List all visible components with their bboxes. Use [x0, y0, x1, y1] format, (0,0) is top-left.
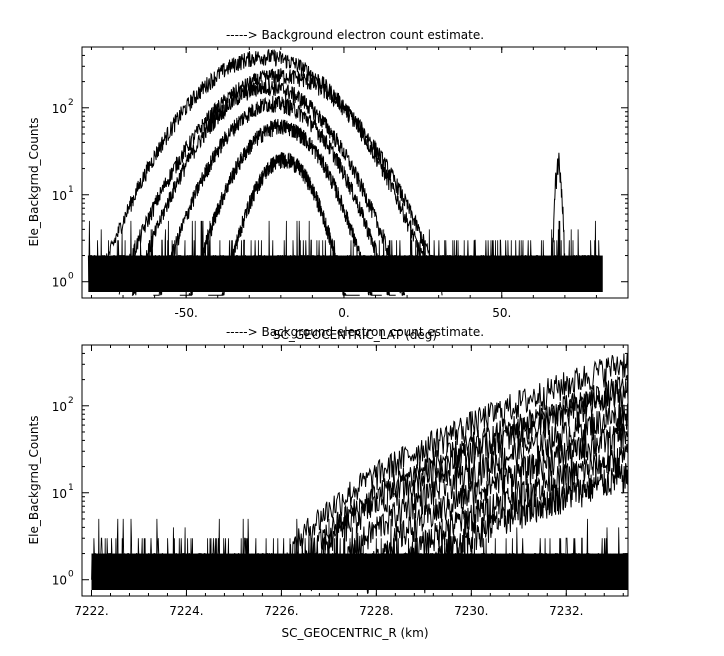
- bottom-plot-frame: [81, 344, 629, 597]
- top-y-tick-exponent: 2: [68, 98, 74, 108]
- top-series-line: [103, 48, 427, 274]
- top-spike: [549, 152, 568, 283]
- top-y-axis-label: Ele_Backgrnd_Counts: [27, 118, 41, 247]
- bottom-series-line: [423, 463, 628, 594]
- bottom-y-axis-label: Ele_Backgrnd_Counts: [27, 416, 41, 545]
- top-y-tick-exponent: 0: [68, 272, 74, 282]
- top-series-line: [153, 95, 396, 296]
- bottom-chart-title: -----> Background electron count estimat…: [226, 325, 484, 339]
- top-data-layer: [87, 48, 603, 296]
- bottom-y-tick-exponent: 0: [68, 570, 74, 580]
- bottom-x-tick-label: 7230.: [454, 604, 488, 618]
- bottom-y-tick-label: 10: [52, 574, 67, 588]
- top-series-line: [131, 80, 406, 296]
- top-y-tick-label: 10: [52, 276, 67, 290]
- bottom-x-tick-label: 7228.: [359, 604, 393, 618]
- top-series-line: [179, 118, 382, 296]
- top-noise-band: [88, 255, 603, 292]
- bottom-data-layer: [91, 353, 628, 594]
- bottom-x-tick-label: 7224.: [169, 604, 203, 618]
- bottom-series-line: [280, 353, 628, 588]
- bottom-series-line: [337, 402, 628, 582]
- top-plot-frame: [81, 46, 629, 299]
- top-chart-title: -----> Background electron count estimat…: [226, 28, 484, 42]
- top-y-tick-exponent: 1: [68, 185, 74, 195]
- bottom-series-line: [366, 423, 628, 594]
- bottom-noise-band: [91, 553, 628, 590]
- bottom-y-tick-exponent: 2: [68, 396, 74, 406]
- top-x-tick-label: 50.: [492, 306, 511, 320]
- bottom-x-tick-label: 7222.: [74, 604, 108, 618]
- bottom-y-tick-label: 10: [52, 400, 67, 414]
- bottom-x-tick-label: 7226.: [264, 604, 298, 618]
- top-x-tick-label: -50.: [174, 306, 197, 320]
- top-y-tick-label: 10: [52, 189, 67, 203]
- bottom-y-tick-exponent: 1: [68, 483, 74, 493]
- top-series-line: [208, 152, 360, 296]
- bottom-series-line: [394, 443, 628, 584]
- top-y-tick-label: 10: [52, 102, 67, 116]
- top-x-axis-label: SC_GEOCENTRIC_LAT (deg): [273, 328, 437, 342]
- bottom-x-tick-label: 7232.: [549, 604, 583, 618]
- bottom-x-axis-label: SC_GEOCENTRIC_R (km): [282, 626, 429, 640]
- bottom-y-tick-label: 10: [52, 487, 67, 501]
- top-series-line: [118, 68, 443, 296]
- top-x-tick-label: 0.: [338, 306, 349, 320]
